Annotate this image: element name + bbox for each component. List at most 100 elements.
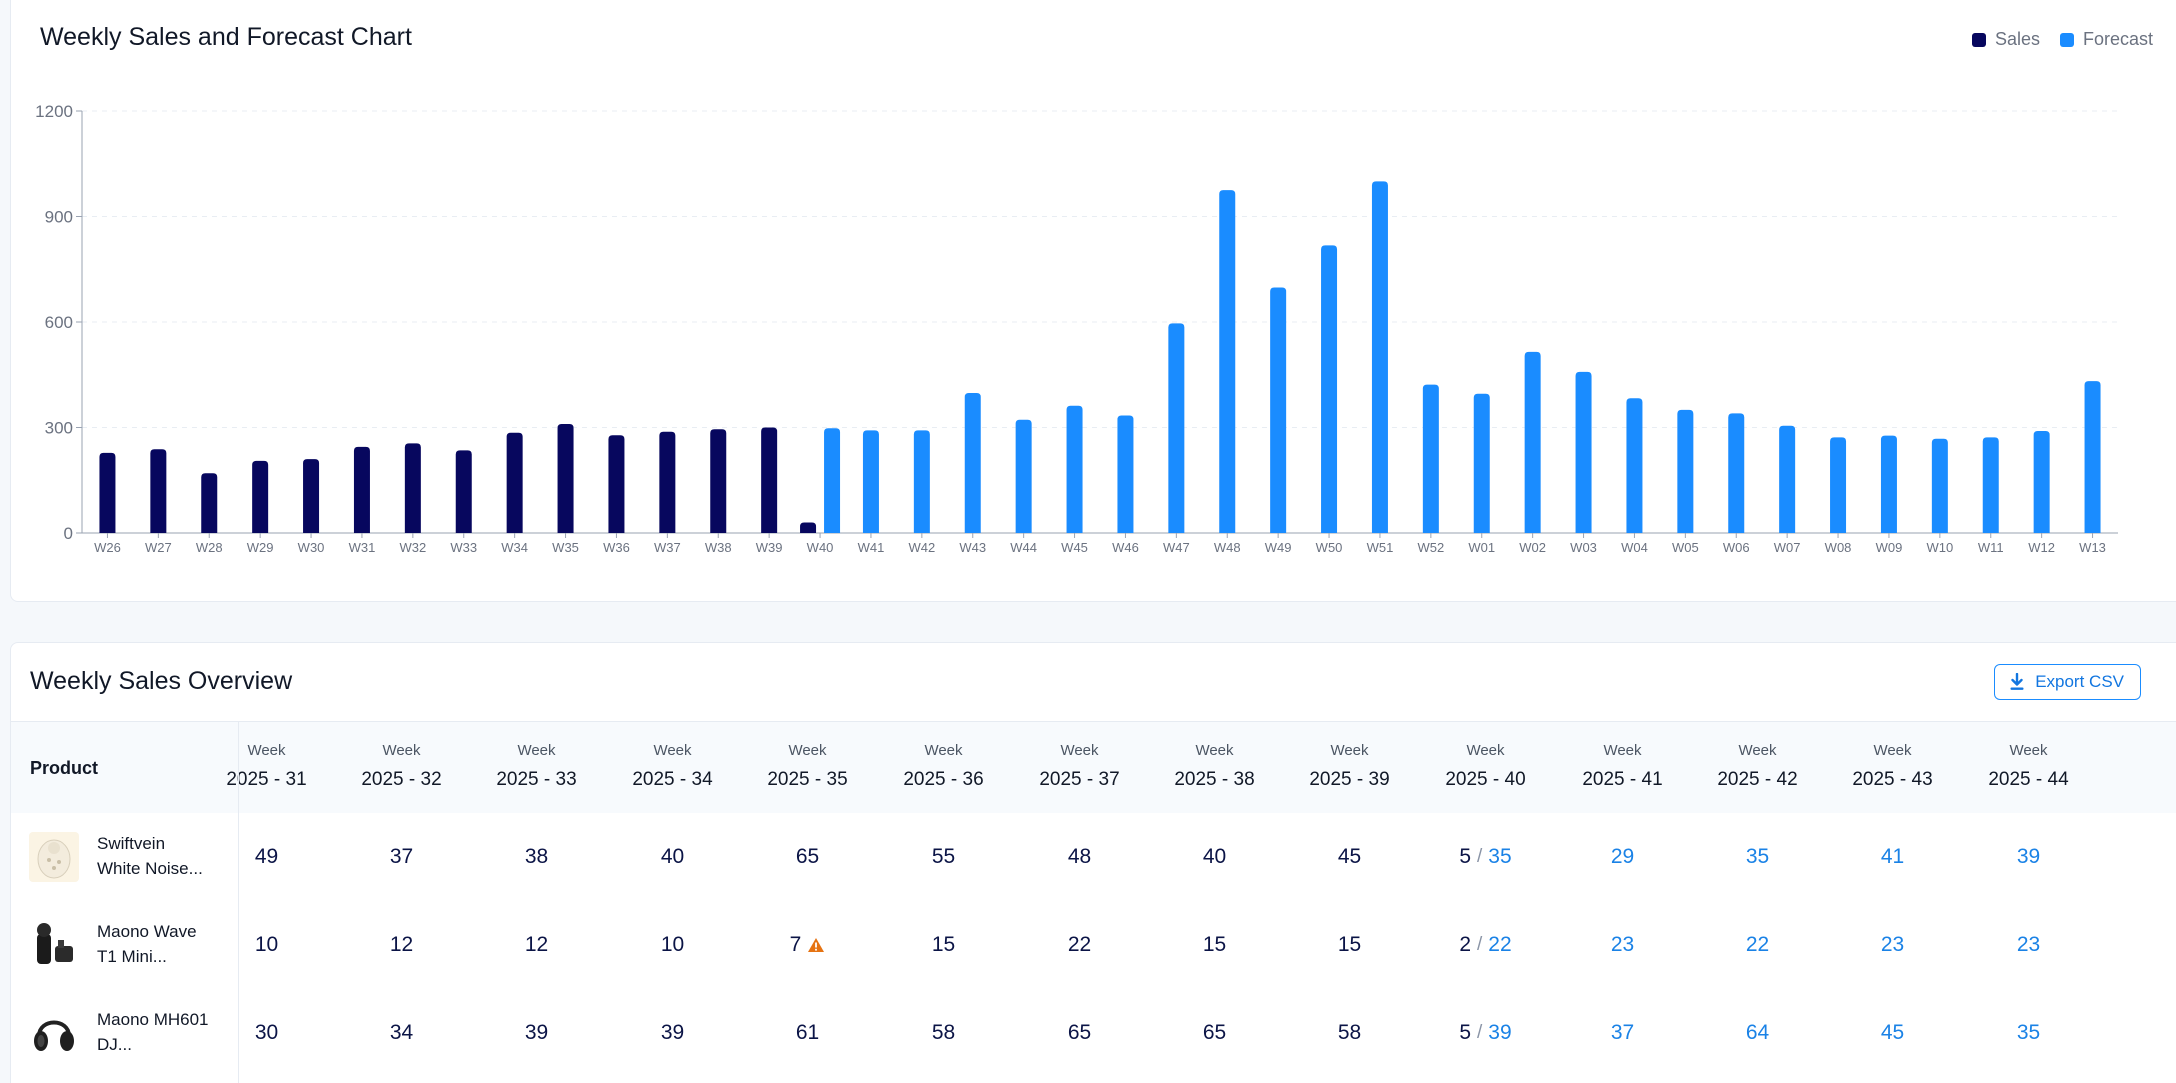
x-tick-label: W03 [1570, 540, 1597, 555]
sales-value: 38 [524, 845, 549, 868]
x-tick-label: W35 [552, 540, 579, 555]
table-row[interactable]: Maono MH601 DJ... 30 34 39 39 61 58 65 65 58 5/39 37… [11, 989, 2176, 1077]
forecast-value: 37 [1610, 1021, 1635, 1044]
legend-item-forecast[interactable]: Forecast [2059, 29, 2153, 50]
x-tick-label: W13 [2079, 540, 2106, 555]
x-tick-label: W27 [145, 540, 172, 555]
chart-card: Weekly Sales and Forecast Chart Sales Fo… [10, 0, 2176, 602]
forecast-bar[interactable] [1219, 190, 1236, 533]
table-cell: 55 [876, 813, 1011, 901]
table-cell: 35 [1961, 989, 2096, 1077]
forecast-bar[interactable] [1982, 437, 1999, 533]
sales-value: 2 [1459, 933, 1472, 956]
forecast-bar[interactable] [862, 430, 879, 533]
sales-value: 39 [660, 1021, 685, 1044]
x-tick-label: W29 [247, 540, 274, 555]
week-column-header: Week 2025 - 38 [1147, 742, 1282, 791]
sales-value: 7 [789, 933, 802, 956]
sales-bar[interactable] [608, 435, 625, 533]
week-label: 2025 - 32 [361, 769, 442, 790]
table-cell: 61 [740, 989, 875, 1077]
table-cell: 22 [1690, 901, 1825, 989]
x-tick-label: W40 [807, 540, 834, 555]
table-cell: 10 [199, 901, 334, 989]
sales-bar[interactable] [800, 522, 817, 533]
forecast-bar[interactable] [2084, 381, 2101, 533]
week-column-header: Week 2025 - 43 [1825, 742, 1960, 791]
sales-bar[interactable] [404, 443, 421, 533]
forecast-bar[interactable] [1015, 419, 1032, 533]
forecast-bar[interactable] [1066, 405, 1083, 533]
table-cell: 5/35 [1418, 813, 1553, 901]
export-csv-button[interactable]: Export CSV [1994, 664, 2141, 700]
sales-bar[interactable] [710, 429, 727, 533]
sales-value: 61 [795, 1021, 820, 1044]
forecast-bar[interactable] [1117, 415, 1134, 533]
forecast-bar[interactable] [1270, 287, 1287, 533]
x-tick-label: W32 [399, 540, 426, 555]
week-column-header: Week 2025 - 40 [1418, 742, 1553, 791]
value-separator: / [1477, 934, 1483, 955]
table-cell: 29 [1555, 813, 1690, 901]
y-tick-label: 0 [64, 524, 73, 543]
week-column-header: Week 2025 - 36 [876, 742, 1011, 791]
forecast-bar[interactable] [1728, 413, 1745, 533]
forecast-bar[interactable] [1779, 425, 1796, 533]
forecast-bar[interactable] [2033, 431, 2050, 533]
x-tick-label: W42 [908, 540, 935, 555]
forecast-bar[interactable] [1524, 351, 1541, 533]
sales-bar[interactable] [659, 431, 676, 533]
forecast-bar[interactable] [964, 393, 981, 533]
sales-overview-card: Weekly Sales Overview Export CSV Product… [10, 642, 2176, 1083]
sales-bar[interactable] [303, 459, 320, 533]
forecast-bar[interactable] [1321, 245, 1338, 533]
week-word: Week [1738, 742, 1777, 759]
product-name[interactable]: Swiftvein White Noise... [97, 831, 217, 881]
table-cell: 48 [1012, 813, 1147, 901]
sales-bar[interactable] [761, 427, 778, 534]
sales-bar[interactable] [353, 446, 370, 533]
sales-bar[interactable] [252, 460, 269, 533]
forecast-bar[interactable] [1371, 181, 1388, 534]
forecast-bar[interactable] [1677, 409, 1694, 533]
forecast-bar[interactable] [1473, 393, 1490, 533]
table-cell: 12 [334, 901, 469, 989]
x-tick-label: W39 [756, 540, 783, 555]
forecast-bar[interactable] [913, 430, 930, 533]
sales-bar[interactable] [99, 452, 116, 533]
x-tick-label: W51 [1367, 540, 1394, 555]
forecast-value: 45 [1880, 1021, 1905, 1044]
sales-bar[interactable] [201, 473, 218, 533]
value-separator: / [1477, 1022, 1483, 1043]
sales-value: 12 [524, 933, 549, 956]
sales-bar[interactable] [150, 449, 167, 533]
x-tick-label: W11 [1978, 540, 2004, 555]
forecast-bar[interactable] [824, 428, 841, 533]
table-cell: 30 [199, 989, 334, 1077]
forecast-bar[interactable] [1168, 323, 1185, 533]
sales-bar[interactable] [557, 423, 574, 533]
forecast-bar[interactable] [1931, 438, 1948, 533]
sales-bar[interactable] [506, 432, 523, 533]
x-tick-label: W43 [959, 540, 986, 555]
forecast-bar[interactable] [1575, 371, 1592, 533]
x-tick-label: W12 [2028, 540, 2055, 555]
legend-item-sales[interactable]: Sales [1971, 29, 2040, 50]
week-word: Week [1603, 742, 1642, 759]
forecast-bar[interactable] [1830, 437, 1847, 533]
forecast-bar[interactable] [1626, 398, 1643, 533]
sales-bar[interactable] [455, 450, 472, 533]
product-name[interactable]: Maono Wave T1 Mini... [97, 919, 217, 969]
table-cell: 15 [876, 901, 1011, 989]
forecast-bar[interactable] [1422, 384, 1439, 533]
forecast-value: 35 [2016, 1021, 2041, 1044]
week-word: Week [1466, 742, 1505, 759]
product-name[interactable]: Maono MH601 DJ... [97, 1007, 217, 1057]
forecast-value: 23 [1880, 933, 1905, 956]
table-row[interactable]: Swiftvein White Noise... 49 37 38 40 65 55 48 40 4… [11, 813, 2176, 901]
table-cell: 7 [740, 901, 875, 989]
sales-value: 15 [1337, 933, 1362, 956]
table-row[interactable]: Maono Wave T1 Mini... 10 12 12 10 7 15 22 15 15 2/2… [11, 901, 2176, 989]
sales-value: 5 [1459, 845, 1472, 868]
forecast-bar[interactable] [1880, 435, 1897, 533]
